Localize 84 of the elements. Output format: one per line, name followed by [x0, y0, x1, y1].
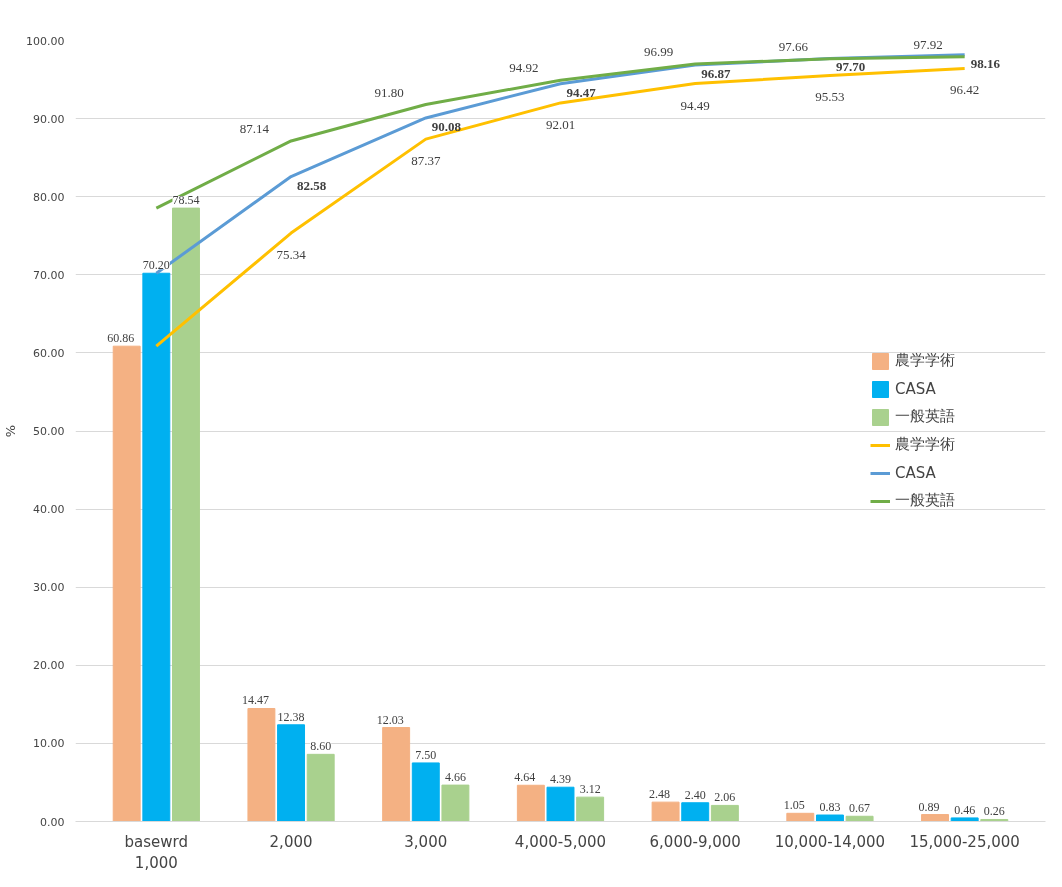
x-tick-label: 4,000-5,000 — [514, 832, 607, 851]
data-label: 3.12 — [579, 782, 601, 797]
y-tick-label: 90.00 — [33, 112, 65, 126]
y-tick-label: 0.00 — [40, 815, 65, 829]
bar — [681, 802, 710, 822]
x-tick-label: 2,000 — [269, 832, 313, 851]
bar — [546, 786, 575, 822]
legend-label: 一般英語 — [895, 407, 955, 426]
data-label: 78.54 — [172, 193, 200, 208]
bar — [277, 724, 306, 822]
y-tick-label: 60.00 — [33, 346, 65, 360]
data-label: 0.83 — [819, 800, 841, 815]
bar — [710, 804, 739, 822]
y-tick-label: 20.00 — [33, 659, 65, 673]
data-label: 4.66 — [444, 770, 466, 785]
legend-label: CASA — [895, 379, 936, 398]
bar — [142, 272, 171, 822]
bar — [411, 762, 440, 822]
bar — [112, 345, 141, 822]
data-label: 8.60 — [310, 739, 332, 754]
y-tick-label: 70.00 — [33, 268, 65, 282]
data-label: 94.92 — [509, 60, 539, 76]
data-label: 14.47 — [241, 693, 269, 708]
data-label: 96.42 — [950, 82, 980, 98]
bar — [441, 784, 470, 822]
data-label: 60.86 — [107, 331, 135, 346]
y-tick-label: 100.00 — [26, 34, 65, 48]
x-tick-label: 3,000 — [404, 832, 448, 851]
data-label: 96.99 — [643, 44, 674, 60]
data-label: 87.37 — [411, 153, 441, 169]
data-label: 7.50 — [415, 747, 437, 762]
data-label: 96.87 — [701, 65, 731, 81]
y-tick-label: 80.00 — [33, 190, 65, 204]
y-tick-label: 50.00 — [33, 425, 65, 438]
x-tick-label: 10,000-14,000 — [774, 832, 886, 851]
y-tick-label: 40.00 — [33, 503, 65, 517]
bar — [845, 815, 874, 822]
data-label: 0.46 — [954, 802, 976, 817]
bar — [921, 814, 949, 822]
data-label: 4.64 — [514, 770, 536, 785]
data-label: 94.47 — [566, 84, 597, 100]
legend-label: 農学学術 — [895, 351, 955, 370]
x-tick-label: 15,000-25,000 — [909, 832, 1020, 851]
data-label: 0.26 — [983, 804, 1005, 819]
bar — [576, 796, 605, 822]
bar — [382, 727, 411, 822]
data-label: 91.80 — [374, 84, 404, 100]
bar — [516, 784, 545, 822]
x-tick-label: 6,000-9,000 — [649, 832, 741, 851]
data-label: 82.58 — [297, 177, 327, 193]
bar — [815, 814, 844, 822]
data-label: 2.06 — [714, 790, 736, 805]
legend-label: CASA — [895, 463, 936, 482]
data-label: 1.05 — [783, 798, 805, 813]
bar — [651, 801, 680, 822]
data-label: 97.70 — [835, 59, 866, 75]
data-label: 97.66 — [778, 38, 809, 54]
data-label: 4.39 — [550, 772, 571, 787]
x-tick-label: basewrd 1,000 — [124, 832, 189, 873]
data-label: 97.92 — [913, 36, 943, 52]
data-label: 94.49 — [680, 97, 710, 113]
legend-label: 農学学術 — [895, 435, 955, 454]
bar — [306, 753, 335, 822]
data-label: 75.34 — [276, 247, 307, 263]
data-label: 0.67 — [849, 801, 871, 816]
data-label: 2.48 — [649, 787, 671, 802]
data-label: 12.38 — [277, 709, 305, 724]
data-label: 98.16 — [970, 55, 1001, 71]
data-label: 87.14 — [239, 120, 270, 136]
data-label: 95.53 — [815, 89, 845, 105]
bar — [950, 817, 979, 822]
data-label: 90.08 — [431, 118, 462, 134]
bar — [172, 207, 200, 822]
data-label: 92.01 — [545, 116, 576, 132]
data-label: 2.40 — [684, 787, 706, 802]
bar — [247, 707, 276, 822]
y-axis-title: % — [3, 424, 19, 438]
y-tick-label: 30.00 — [33, 581, 65, 595]
y-tick-label: 10.00 — [33, 737, 65, 751]
data-label: 12.03 — [376, 712, 404, 727]
data-label: 0.89 — [918, 799, 940, 814]
legend-label: 一般英語 — [895, 491, 955, 510]
data-label: 70.20 — [142, 258, 170, 273]
bar — [786, 812, 815, 822]
